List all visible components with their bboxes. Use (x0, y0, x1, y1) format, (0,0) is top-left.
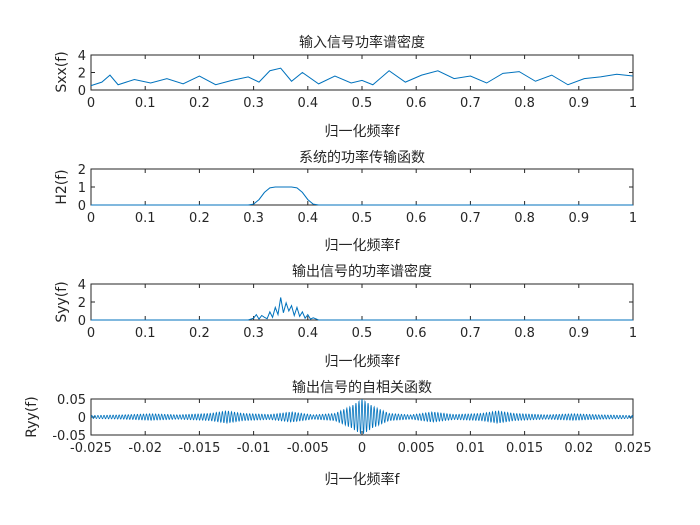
panel-3-xtick-label: 0.4 (297, 326, 318, 341)
panel-4-ticks: -0.025 -0.02 -0.015 -0.01 -0.005 0 0.005 0.01 0.… (52, 393, 651, 456)
panel-1-title: 输入信号功率谱密度 (299, 34, 425, 51)
panel-3-title: 输出信号的功率谱密度 (292, 263, 432, 280)
panel-4-xtick-label: -0.015 (178, 441, 220, 456)
panel-4-ylabel: Ryy(f) (24, 396, 40, 437)
panel-4-series-line (90, 398, 634, 434)
panel-2-xtick-label: 0.6 (406, 211, 427, 226)
panel-4-xtick-label: -0.005 (287, 441, 329, 456)
panel-3-xtick-label: 0.7 (460, 326, 481, 341)
panel-2-series-line (91, 186, 633, 206)
panel-3-ylabel: Syy(f) (54, 281, 70, 322)
panel-4-xlabel: 归一化频率f (325, 471, 401, 488)
panel-2-xtick-label: 0.4 (297, 211, 318, 226)
panel-4-xtick-label: -0.01 (237, 441, 271, 456)
panel-4-ytick-label: 0 (78, 411, 86, 426)
panel-3-series-line (91, 297, 633, 321)
panel-2-xtick-label: 0.5 (352, 211, 373, 226)
panel-3-xtick-label: 0.5 (352, 326, 373, 341)
panel-1-xtick-label: 0.7 (460, 96, 481, 111)
panel-2-ytick-label: 2 (78, 163, 86, 178)
panel-4-title: 输出信号的自相关函数 (292, 380, 432, 396)
panel-1-xtick-label: 0.8 (514, 96, 535, 111)
panel-3-xtick-label: 0.9 (568, 326, 589, 341)
panel-3-xtick-label: 0.2 (189, 326, 210, 341)
panel-2-xtick-label: 1 (629, 211, 637, 226)
panel-3-xtick-label: 0.6 (406, 326, 427, 341)
panel-4-ytick-label: 0.05 (57, 393, 86, 408)
panel-1-xlabel: 归一化频率f (325, 123, 401, 140)
panel-2-xtick-label: 0 (87, 211, 95, 226)
panel-2-axes-box (90, 168, 634, 206)
panel-1-series-line (90, 67, 634, 87)
panel-2-xtick-label: 0.9 (568, 211, 589, 226)
panel-3-xtick-label: 1 (629, 326, 637, 341)
panel-2-xtick-label: 0.8 (514, 211, 535, 226)
panel-3-ytick-label: 2 (78, 296, 86, 311)
panel-1-ytick-label: 2 (78, 67, 86, 82)
panel-1-axes-box (90, 54, 634, 91)
panel-2-xtick-label: 0.2 (189, 211, 210, 226)
panel-3-xlabel: 归一化频率f (325, 353, 401, 370)
panel-1-xtick-label: 0.5 (352, 96, 373, 111)
panel-4-xtick-label: 0.01 (456, 441, 485, 456)
panel-3-ytick-label: 4 (78, 278, 86, 293)
panel-4-xtick-label: 0.025 (614, 441, 651, 456)
panel-2-title: 系统的功率传输函数 (299, 149, 425, 166)
panel-2-ytick-label: 0 (78, 199, 86, 214)
panel-1-ytick-label: 4 (78, 49, 86, 64)
panel-4-xtick-label: 0.005 (398, 441, 435, 456)
panel-2-xtick-label: 0.3 (243, 211, 264, 226)
panel-4-autocorrelation: -0.025 -0.02 -0.015 -0.01 -0.005 0 0.005 0.01 0.… (24, 380, 652, 488)
panel-4-xtick-label: -0.02 (128, 441, 162, 456)
panel-1-xtick-label: 0.2 (189, 96, 210, 111)
panel-3-xtick-label: 0.1 (135, 326, 156, 341)
panel-2-xtick-label: 0.7 (460, 211, 481, 226)
panel-3-xtick-label: 0.8 (514, 326, 535, 341)
panel-4-xtick-label: -0.025 (70, 441, 112, 456)
panel-3-xtick-label: 0.3 (243, 326, 264, 341)
panel-3-xtick-label: 0 (87, 326, 95, 341)
panel-4-ytick-label: -0.05 (52, 429, 86, 444)
panel-1-xtick-label: 0.9 (568, 96, 589, 111)
panel-1-xtick-label: 0 (87, 96, 95, 111)
panel-2-ylabel: H2(f) (54, 169, 70, 204)
panel-4-xtick-label: 0.02 (564, 441, 593, 456)
panel-3-ytick-label: 0 (78, 314, 86, 329)
panel-2-xlabel: 归一化频率f (325, 237, 401, 254)
panel-1-ytick-label: 0 (78, 84, 86, 99)
panel-3-axes-box (90, 283, 634, 321)
panel-1-xtick-label: 0.3 (243, 96, 264, 111)
panel-4-xtick-label: 0.015 (506, 441, 543, 456)
panel-2-ytick-label: 1 (78, 181, 86, 196)
panel-1-xtick-label: 0.4 (297, 96, 318, 111)
panel-1-xtick-label: 0.1 (135, 96, 156, 111)
panel-2-xtick-label: 0.1 (135, 211, 156, 226)
panel-1-xtick-label: 1 (629, 96, 637, 111)
panel-4-xtick-label: 0 (358, 441, 366, 456)
panel-1-xtick-label: 0.6 (406, 96, 427, 111)
panel-1-ylabel: Sxx(f) (54, 51, 70, 92)
